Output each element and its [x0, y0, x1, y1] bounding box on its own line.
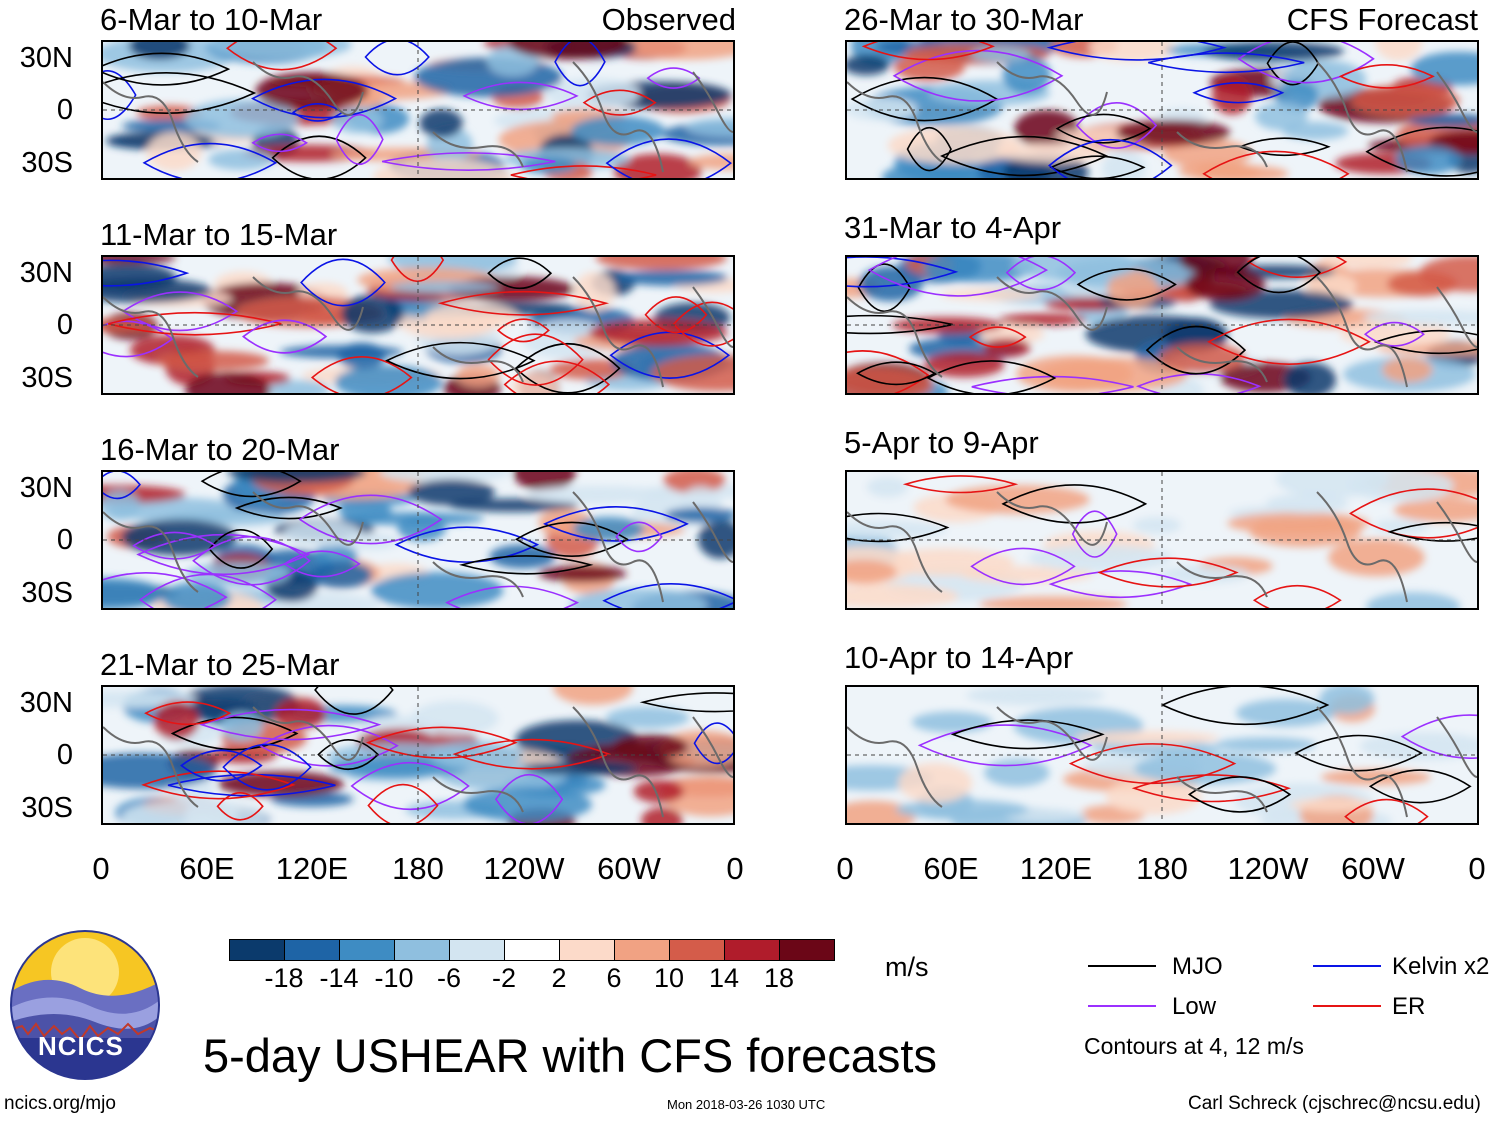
shear-field: [103, 257, 733, 393]
legend-line-mjo: [1088, 965, 1156, 967]
shear-field: [847, 472, 1477, 608]
colorbar-swatch: [284, 939, 340, 961]
shear-field: [847, 42, 1477, 178]
footer-url: ncics.org/mjo: [4, 1093, 116, 1114]
lon-label: 60E: [923, 851, 979, 886]
lon-label: 180: [392, 851, 444, 886]
colorbar-unit: m/s: [885, 952, 929, 982]
colorbar-swatch: [229, 939, 285, 961]
legend-label-kelvin: Kelvin x2: [1392, 953, 1490, 980]
map-panel-right-2: [845, 255, 1479, 395]
lon-label: 120E: [1019, 851, 1093, 886]
map-panel-right-3: [845, 470, 1479, 610]
lon-label: 60W: [597, 851, 661, 886]
lon-label: 0: [726, 851, 744, 886]
legend-label-er: ER: [1392, 993, 1426, 1020]
map-panel-left-4: [101, 685, 735, 825]
panel-title-right-3: 5-Apr to 9-Apr: [844, 425, 1039, 460]
map-panel-right-1: [845, 40, 1479, 180]
shear-field: [103, 42, 733, 178]
lat-label-30s: 30S: [21, 792, 73, 824]
map-panel-left-2: [101, 255, 735, 395]
logo-text: NCICS: [38, 1031, 124, 1061]
shear-field: [103, 472, 733, 608]
lat-label-30s: 30S: [21, 577, 73, 609]
colorbar-swatch: [779, 939, 835, 961]
colorbar-swatch: [394, 939, 450, 961]
lat-label-30n: 30N: [19, 472, 73, 504]
footer-credit: Carl Schreck (cjschrec@ncsu.edu): [1188, 1093, 1481, 1114]
shear-field: [103, 687, 733, 823]
legend-note: Contours at 4, 12 m/s: [1084, 1033, 1304, 1059]
colorbar-swatch: [559, 939, 615, 961]
colorbar-swatch: [504, 939, 560, 961]
map-panel-left-1: [101, 40, 735, 180]
colorbar-swatch: [339, 939, 395, 961]
lat-label-eq: 0: [56, 309, 73, 341]
map-panel-right-4: [845, 685, 1479, 825]
colorbar-label: 18: [763, 963, 795, 993]
lat-label-eq: 0: [56, 524, 73, 556]
lon-label: 60E: [179, 851, 235, 886]
panel-title-right-2: 31-Mar to 4-Apr: [844, 210, 1062, 245]
ncics-logo: [10, 930, 160, 1080]
lon-label: 60W: [1341, 851, 1405, 886]
legend-label-low: Low: [1172, 993, 1217, 1020]
lat-label-30s: 30S: [21, 362, 73, 394]
lat-label-eq: 0: [56, 739, 73, 771]
lon-label: 0: [1468, 851, 1486, 886]
colorbar-label: -10: [374, 963, 414, 993]
lat-label-30s: 30S: [21, 147, 73, 179]
panel-title-right-4: 10-Apr to 14-Apr: [844, 640, 1074, 675]
legend-line-low: [1088, 1005, 1156, 1007]
lat-label-30n: 30N: [19, 687, 73, 719]
legend-line-er: [1313, 1005, 1381, 1007]
colorbar-swatch: [669, 939, 725, 961]
colorbar-label: 14: [708, 963, 740, 993]
lat-label-30n: 30N: [19, 257, 73, 289]
forecast-label: CFS Forecast: [1286, 2, 1478, 37]
lon-label: 0: [836, 851, 854, 886]
panel-title-left-2: 11-Mar to 15-Mar: [100, 217, 338, 252]
colorbar-label: 10: [653, 963, 685, 993]
main-title: 5-day USHEAR with CFS forecasts: [203, 1029, 937, 1082]
footer-timestamp: Mon 2018-03-26 1030 UTC: [667, 1097, 826, 1112]
lon-label: 120E: [275, 851, 349, 886]
colorbar-label: 2: [551, 963, 567, 993]
map-panel-left-3: [101, 470, 735, 610]
panel-title-left-4: 21-Mar to 25-Mar: [100, 647, 340, 682]
colorbar-label: -2: [491, 963, 517, 993]
panel-title-left-1: 6-Mar to 10-Mar: [100, 2, 323, 37]
colorbar-label: -18: [264, 963, 304, 993]
colorbar-swatch: [449, 939, 505, 961]
lat-label-eq: 0: [56, 94, 73, 126]
colorbar-swatch: [724, 939, 780, 961]
colorbar-label: -14: [319, 963, 359, 993]
observed-label: Observed: [601, 2, 736, 37]
colorbar-label: -6: [436, 963, 462, 993]
lat-label-30n: 30N: [19, 42, 73, 74]
lon-label: 0: [92, 851, 110, 886]
legend-line-kelvin: [1313, 965, 1381, 967]
shear-field: [847, 687, 1477, 823]
lon-label: 120W: [1227, 851, 1309, 886]
legend-label-mjo: MJO: [1172, 953, 1223, 980]
lon-label: 120W: [483, 851, 565, 886]
panel-title-left-3: 16-Mar to 20-Mar: [100, 432, 340, 467]
shear-field: [847, 257, 1477, 393]
lon-label: 180: [1136, 851, 1188, 886]
panel-title-right-1: 26-Mar to 30-Mar: [844, 2, 1084, 37]
colorbar-label: 6: [606, 963, 622, 993]
colorbar-swatch: [614, 939, 670, 961]
